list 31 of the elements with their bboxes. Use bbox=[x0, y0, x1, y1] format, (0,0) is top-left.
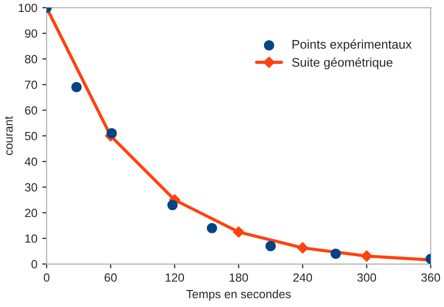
y-tick-label: 10 bbox=[25, 234, 38, 243]
legend-label: Suite géométrique bbox=[292, 57, 392, 70]
y-tick-label: 50 bbox=[24, 132, 38, 140]
point bbox=[297, 242, 308, 254]
x-tick-label: 300 bbox=[357, 273, 376, 282]
y-tick-label: 40 bbox=[24, 158, 38, 166]
y-tick-label: 0 bbox=[31, 260, 38, 268]
y-tick-label: 70 bbox=[25, 80, 38, 89]
point bbox=[330, 248, 341, 259]
point bbox=[71, 82, 82, 92]
x-axis-title: Temps en secondes bbox=[186, 290, 291, 301]
point bbox=[206, 222, 218, 234]
point bbox=[233, 226, 244, 238]
y-tick-label: 80 bbox=[24, 54, 38, 64]
point bbox=[361, 250, 372, 262]
x-tick-label: 360 bbox=[421, 273, 440, 282]
x-tick-label: 120 bbox=[166, 273, 184, 282]
legend-label: Points expérimentaux bbox=[292, 39, 412, 52]
x-tick-label: 180 bbox=[230, 273, 248, 282]
y-tick-label: 20 bbox=[25, 208, 38, 218]
y-tick-label: 30 bbox=[24, 183, 38, 192]
x-tick-label: 0 bbox=[44, 273, 50, 282]
point bbox=[167, 200, 178, 210]
y-tick-label: 90 bbox=[25, 29, 38, 38]
x-tick-label: 240 bbox=[293, 273, 312, 282]
y-tick-label: 100 bbox=[18, 4, 38, 12]
x-tick-label: 60 bbox=[104, 273, 117, 282]
y-tick-label: 60 bbox=[25, 106, 38, 115]
point bbox=[106, 128, 117, 138]
y-axis-title: courant bbox=[5, 116, 13, 156]
point bbox=[266, 240, 276, 252]
